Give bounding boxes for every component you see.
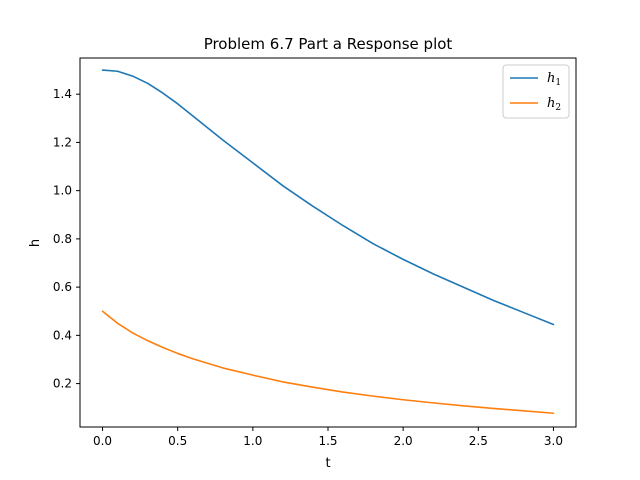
x-tick-label: 2.0 xyxy=(394,434,413,448)
series-line-h2 xyxy=(101,310,555,415)
y-axis: 0.2 0.4 0.6 0.8 1.0 1.2 1.4 xyxy=(53,87,80,391)
y-tick-label: 1.2 xyxy=(53,135,72,149)
y-tick-label: 0.2 xyxy=(53,377,72,391)
x-tick-label: 0.5 xyxy=(168,434,187,448)
chart-title: Problem 6.7 Part a Response plot xyxy=(204,35,453,53)
y-axis-label: h xyxy=(28,239,43,247)
x-tick-label: 1.0 xyxy=(243,434,262,448)
x-tick-label: 2.5 xyxy=(469,434,488,448)
series-lines xyxy=(101,69,555,415)
y-tick-label: 0.4 xyxy=(53,328,72,342)
x-tick-label: 3.0 xyxy=(544,434,563,448)
x-axis-label: t xyxy=(325,456,330,471)
y-tick-label: 1.4 xyxy=(53,87,72,101)
x-axis: 0.0 0.5 1.0 1.5 2.0 2.5 3.0 xyxy=(93,427,563,448)
series-line-h1 xyxy=(101,69,555,326)
y-tick-label: 0.8 xyxy=(53,232,72,246)
y-tick-label: 0.6 xyxy=(53,280,72,294)
x-tick-label: 0.0 xyxy=(93,434,112,448)
x-tick-label: 1.5 xyxy=(318,434,337,448)
y-tick-label: 1.0 xyxy=(53,184,72,198)
